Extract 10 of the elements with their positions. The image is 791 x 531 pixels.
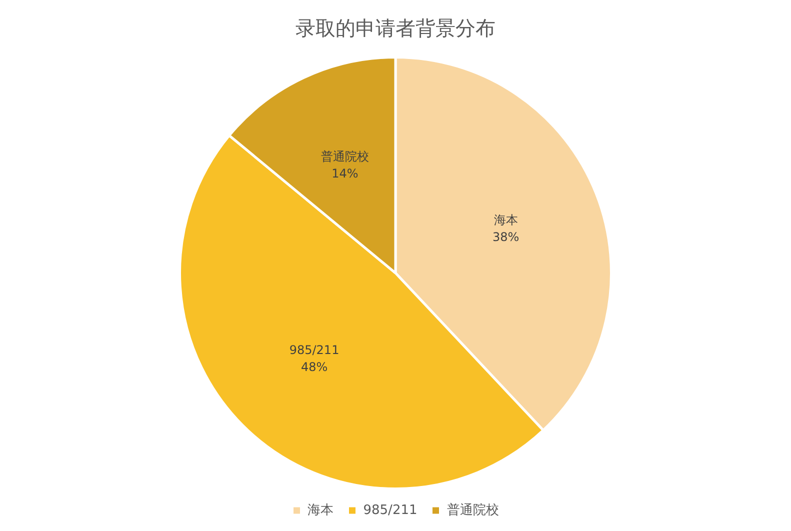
slice-label: 海本 xyxy=(494,212,518,227)
data-label: 48% xyxy=(300,360,328,374)
legend-label: 985/211 xyxy=(363,502,418,518)
legend-label: 普通院校 xyxy=(446,502,499,518)
slice-label: 普通院校 xyxy=(320,149,369,164)
chart-title: 录取的申请者背景分布 xyxy=(296,16,496,40)
slice-label: 985/211 xyxy=(289,343,340,358)
legend-label: 海本 xyxy=(308,502,334,518)
data-label: 14% xyxy=(332,166,358,180)
data-label: 38% xyxy=(492,230,520,244)
